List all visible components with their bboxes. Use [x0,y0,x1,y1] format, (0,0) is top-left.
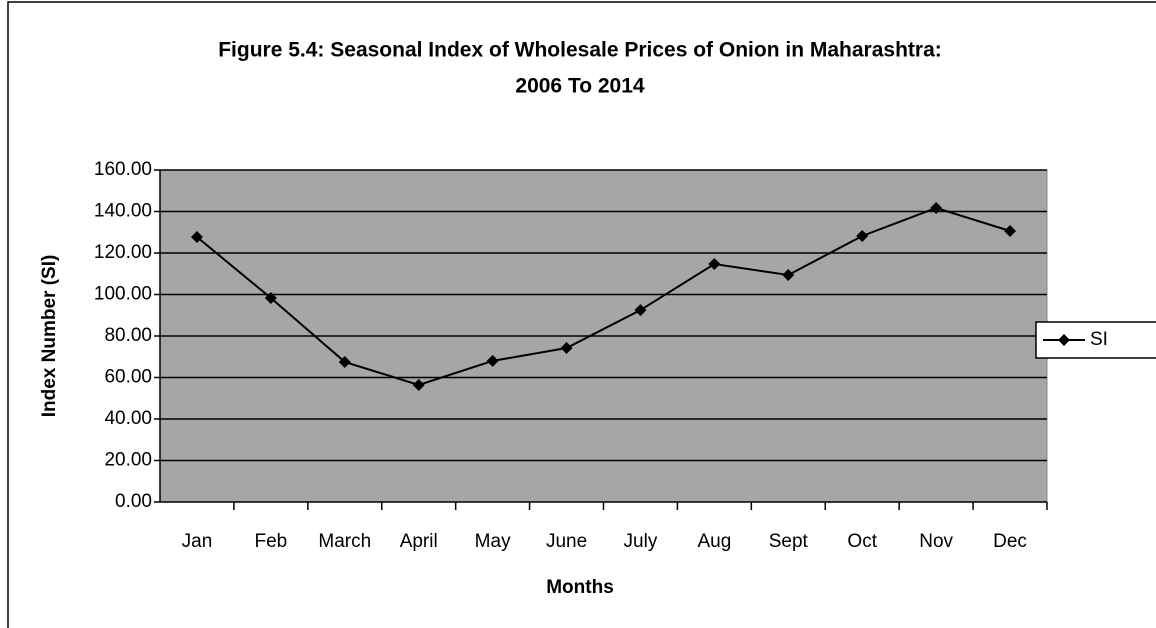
x-tick-label: Oct [847,531,877,552]
data-point [782,268,795,281]
chart-title: 2006 To 2014 [515,75,645,98]
data-point [412,378,425,391]
data-point [560,342,573,355]
data-point [338,355,351,368]
data-point [856,229,869,242]
x-tick-label: July [624,531,658,552]
x-tick-label: March [318,531,371,552]
y-tick-label: 140.00 [94,201,152,222]
y-tick-label: 160.00 [94,159,152,180]
data-point [634,304,647,317]
x-tick-label: Sept [769,531,809,552]
x-axis-title: Months [546,577,614,598]
x-tick-label: Aug [697,531,731,552]
data-point [190,231,203,244]
data-point [486,354,499,367]
data-point [264,292,277,305]
y-axis-title: Index Number (SI) [39,255,60,418]
x-tick-label: Nov [919,531,953,552]
y-tick-label: 0.00 [115,491,152,512]
y-tick-label: 100.00 [94,284,152,305]
legend-label: SI [1090,329,1108,350]
x-tick-label: June [546,531,587,552]
y-tick-label: 80.00 [104,325,152,346]
y-tick-label: 40.00 [104,408,152,429]
x-tick-label: April [400,531,438,552]
x-tick-label: Feb [255,531,288,552]
y-tick-label: 20.00 [104,450,152,471]
y-tick-label: 60.00 [104,367,152,388]
x-tick-label: May [475,531,511,552]
series-line [196,206,1011,387]
data-point [1004,225,1017,238]
data-point [930,201,943,214]
legend-marker [1058,334,1070,346]
x-tick-label: Dec [993,531,1027,552]
y-tick-label: 120.00 [94,242,152,263]
data-point [708,257,721,270]
x-tick-label: Jan [182,531,213,552]
chart-title: Figure 5.4: Seasonal Index of Wholesale … [218,39,942,62]
